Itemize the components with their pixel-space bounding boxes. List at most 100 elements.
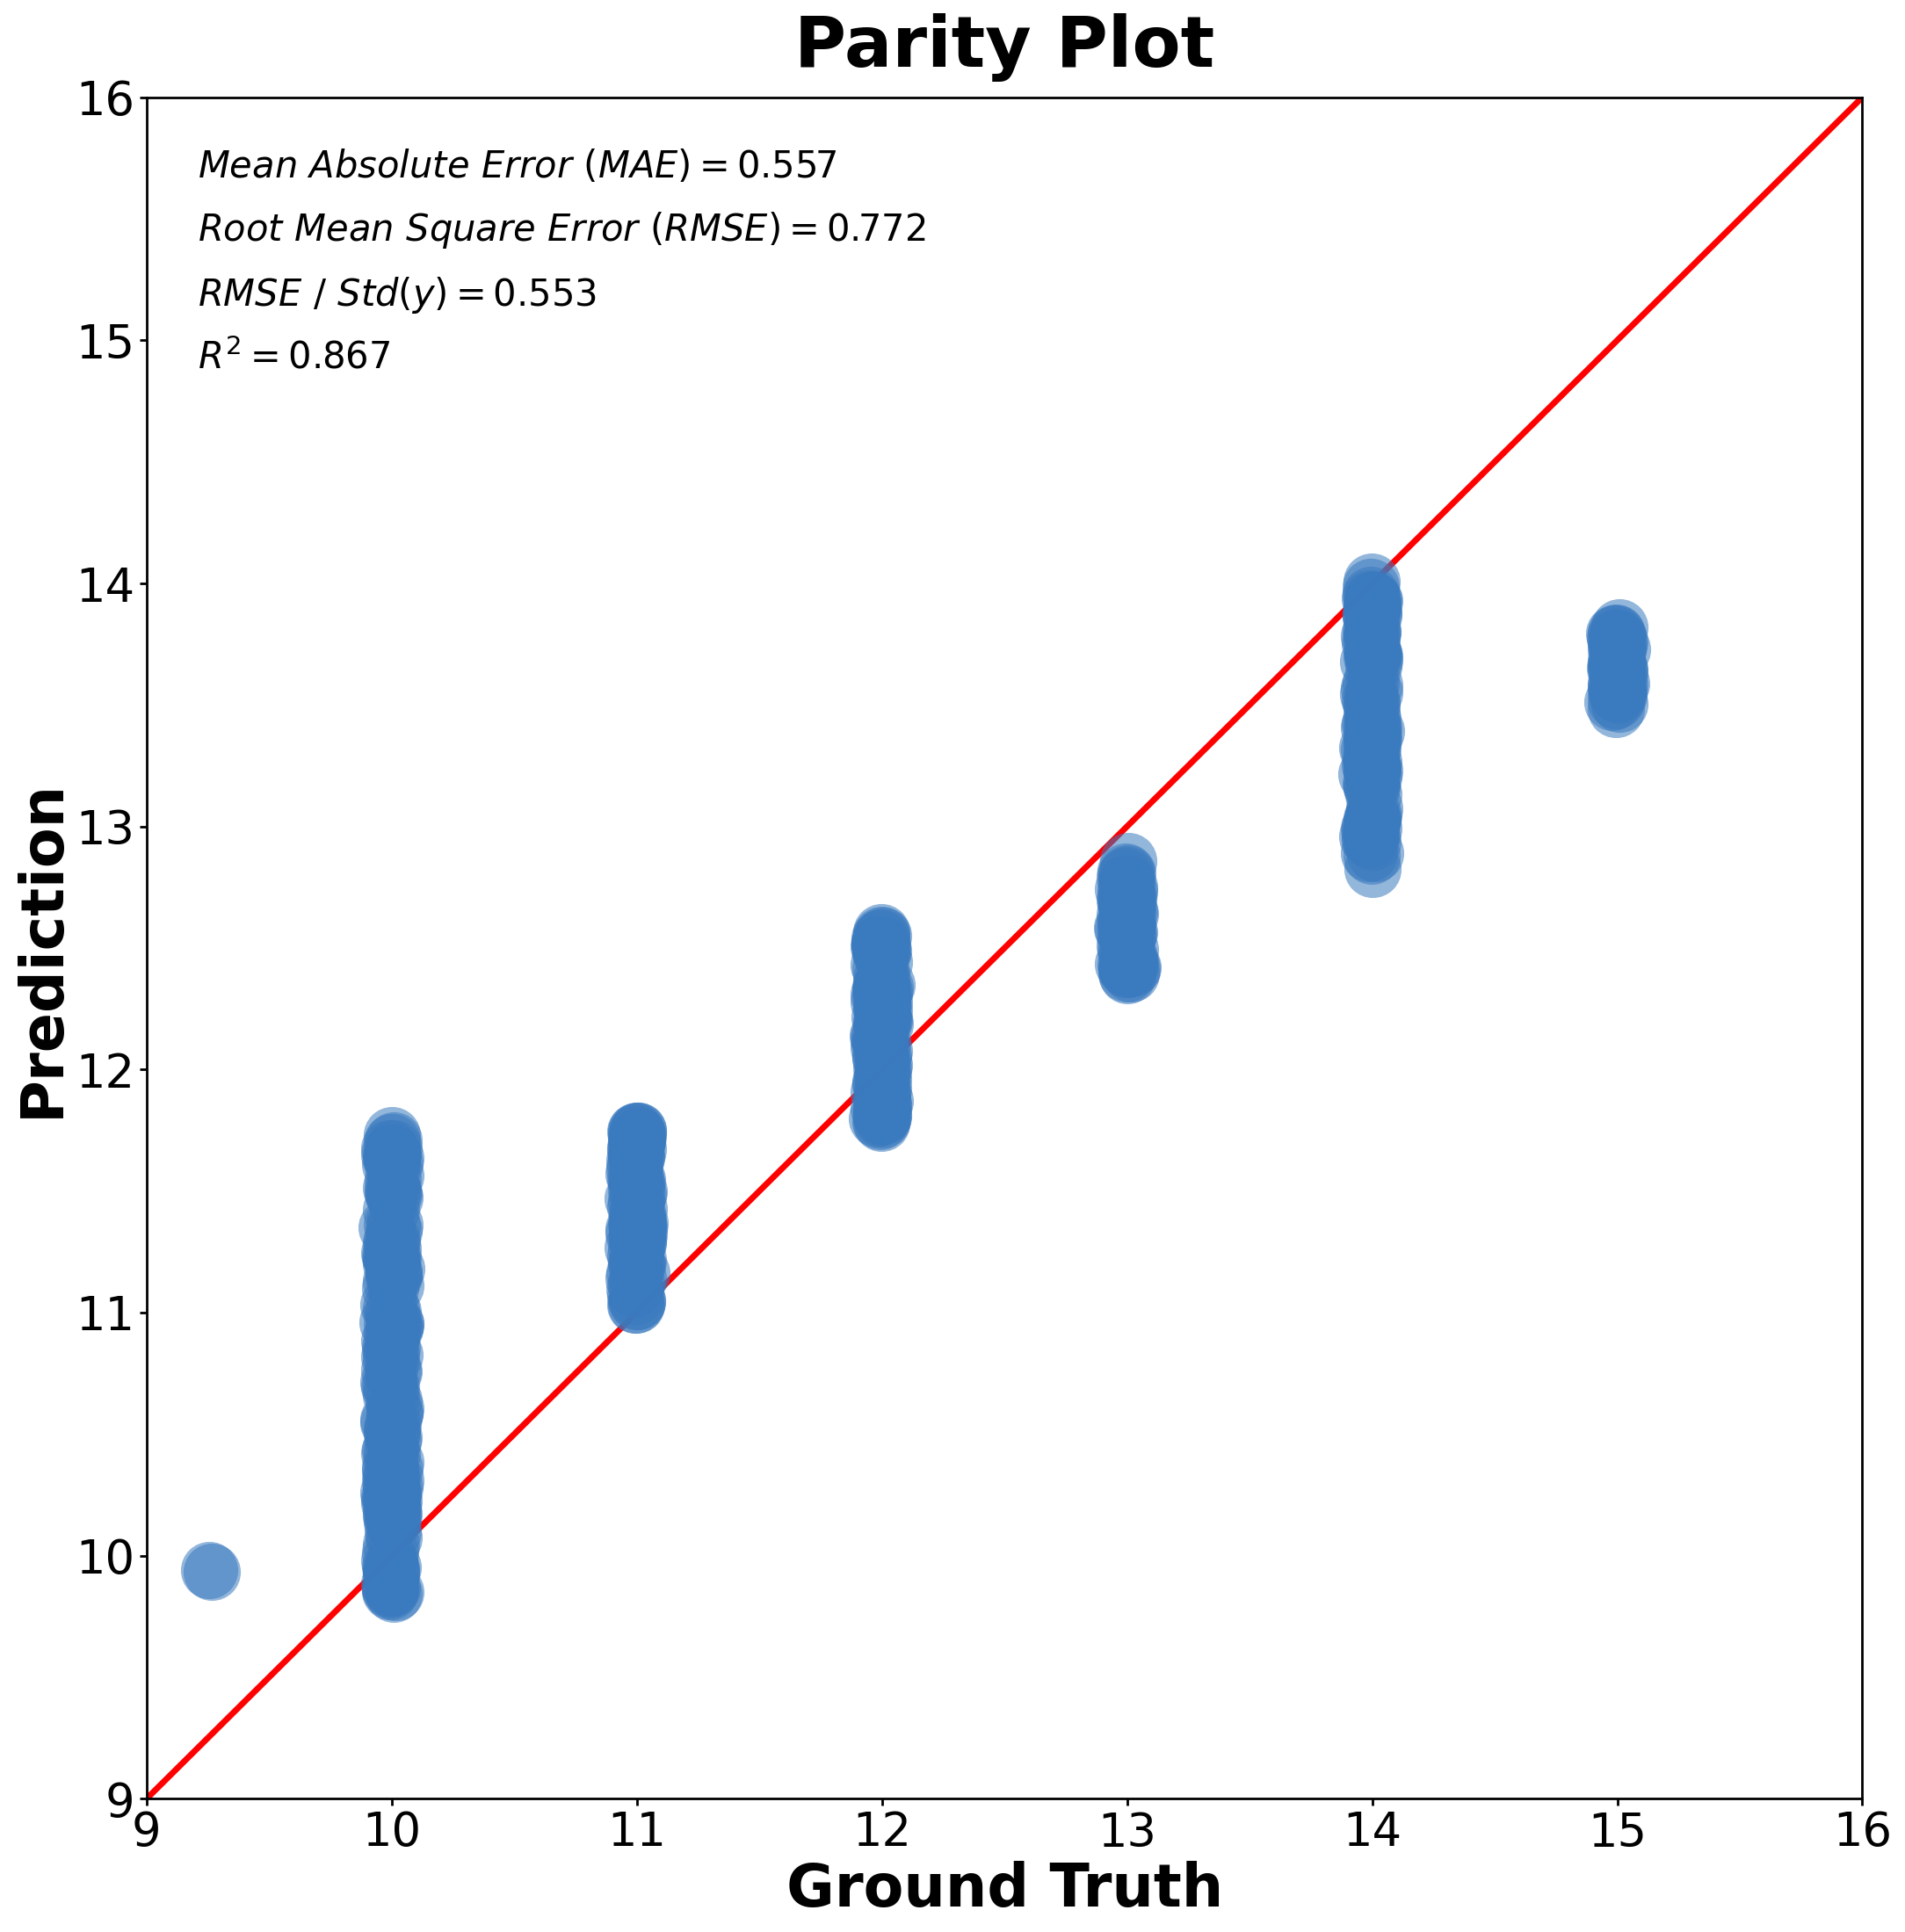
Point	[867, 987, 897, 1018]
Point	[867, 964, 897, 995]
Point	[1358, 585, 1389, 616]
Point	[1600, 616, 1631, 647]
Point	[865, 972, 895, 1003]
Point	[1353, 645, 1383, 676]
Point	[867, 918, 897, 949]
Point	[1113, 885, 1143, 916]
Point	[1600, 645, 1631, 676]
Point	[377, 1478, 408, 1509]
Point	[1358, 599, 1389, 630]
Point	[377, 1408, 408, 1439]
Point	[377, 1416, 408, 1447]
Point	[1113, 951, 1143, 981]
Point	[867, 1059, 897, 1090]
Point	[1604, 630, 1634, 661]
Point	[1356, 769, 1387, 800]
Point	[619, 1281, 650, 1312]
Point	[1354, 811, 1385, 842]
Point	[863, 931, 893, 962]
Point	[869, 947, 899, 978]
Point	[623, 1179, 653, 1209]
Point	[867, 939, 897, 970]
Point	[621, 1130, 652, 1161]
Point	[377, 1308, 408, 1339]
Point	[869, 1036, 899, 1066]
Point	[623, 1115, 653, 1146]
Point	[1356, 595, 1387, 626]
Point	[381, 1159, 411, 1190]
Point	[865, 1041, 895, 1072]
Point	[379, 1397, 410, 1428]
Point	[1111, 898, 1141, 929]
Point	[869, 920, 899, 951]
Point	[1600, 670, 1631, 701]
Point	[1356, 597, 1387, 628]
Point	[865, 1066, 895, 1097]
Y-axis label: Prediction: Prediction	[13, 779, 70, 1117]
Point	[867, 1082, 897, 1113]
Point	[865, 931, 895, 962]
Point	[1602, 634, 1633, 665]
Point	[375, 1372, 406, 1403]
Point	[1360, 715, 1391, 746]
Point	[1356, 585, 1387, 616]
Point	[619, 1146, 650, 1177]
Point	[627, 1258, 657, 1289]
Point	[867, 993, 897, 1024]
Point	[381, 1447, 411, 1478]
Point	[621, 1250, 652, 1281]
Point	[621, 1269, 652, 1300]
Point	[375, 1240, 406, 1271]
Point	[375, 1242, 406, 1273]
Point	[1602, 634, 1633, 665]
Point	[373, 1289, 404, 1320]
Point	[869, 1041, 899, 1072]
Point	[867, 981, 897, 1012]
Point	[375, 1557, 406, 1588]
Point	[621, 1248, 652, 1279]
Point	[1111, 887, 1141, 918]
Point	[371, 1211, 402, 1242]
Point	[867, 935, 897, 966]
Point	[377, 1233, 408, 1264]
Point	[867, 929, 897, 960]
Point	[377, 1320, 408, 1350]
Point	[623, 1227, 653, 1258]
Point	[621, 1213, 652, 1244]
Point	[379, 1399, 410, 1430]
Point	[1356, 769, 1387, 800]
Point	[1358, 755, 1389, 786]
Point	[1602, 668, 1633, 699]
Point	[1360, 792, 1391, 823]
Point	[1114, 871, 1145, 902]
Point	[1356, 566, 1387, 597]
Point	[1354, 823, 1385, 854]
Point	[1602, 618, 1633, 649]
Point	[375, 1551, 406, 1582]
Point	[1358, 585, 1389, 616]
Point	[377, 1296, 408, 1327]
Point	[1598, 618, 1629, 649]
Point	[865, 1022, 895, 1053]
Point	[1353, 678, 1383, 709]
Point	[867, 1076, 897, 1107]
Point	[1354, 684, 1385, 715]
Point	[625, 1208, 655, 1238]
Point	[867, 1101, 897, 1132]
Point	[867, 991, 897, 1022]
Point	[1356, 771, 1387, 802]
Point	[1600, 694, 1631, 724]
Point	[869, 1074, 899, 1105]
Point	[377, 1517, 408, 1548]
Point	[1600, 634, 1631, 665]
Point	[1354, 620, 1385, 651]
Point	[869, 1099, 899, 1130]
Point	[1356, 697, 1387, 728]
Point	[865, 1028, 895, 1059]
Point	[375, 1379, 406, 1410]
Point	[1356, 713, 1387, 744]
Point	[1111, 875, 1141, 906]
Point	[869, 1005, 899, 1036]
Point	[196, 1555, 227, 1586]
Point	[1602, 653, 1633, 684]
